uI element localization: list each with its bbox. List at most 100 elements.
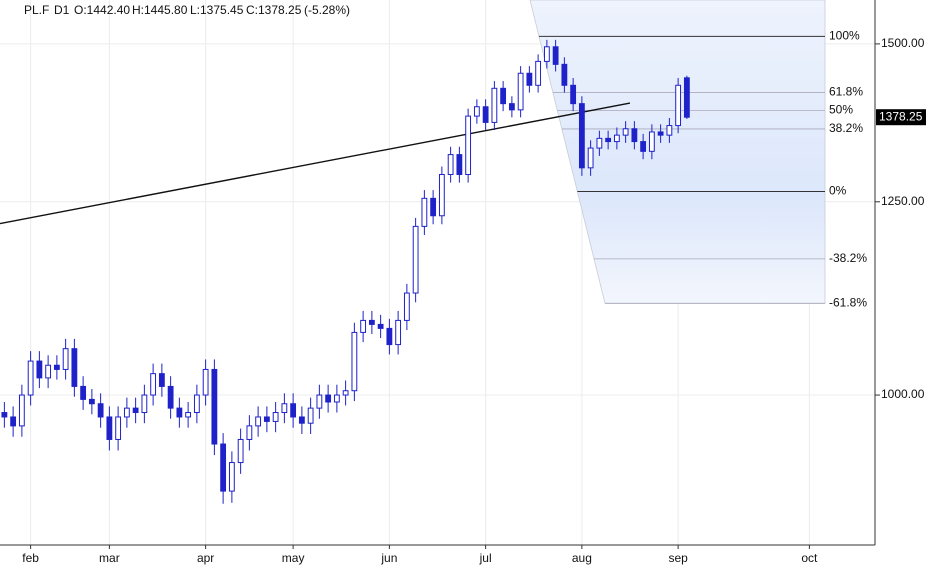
candle-body <box>596 137 603 149</box>
y-tick-label: 1500.00 <box>881 36 925 50</box>
candle-body <box>386 327 393 346</box>
y-tick-label: 1250.00 <box>881 194 925 208</box>
candle-body <box>115 416 122 440</box>
candle-body <box>430 197 437 217</box>
header-low: L:1375.45 <box>190 3 244 17</box>
candle-body <box>62 348 69 370</box>
candle-body <box>88 398 95 405</box>
candle-body <box>683 77 690 118</box>
candle-body <box>106 416 113 440</box>
candle-body <box>10 416 17 427</box>
trendline <box>0 102 631 225</box>
candle-body <box>246 425 253 440</box>
background-layer <box>0 0 875 545</box>
candle-body <box>290 403 297 418</box>
header-timeframe: D1 <box>54 3 70 17</box>
candle-body <box>316 394 323 409</box>
x-tick-label: feb <box>22 551 39 565</box>
candle-body <box>307 407 314 424</box>
candle-body <box>631 128 638 143</box>
candle-body <box>150 373 157 396</box>
candle-body <box>500 87 507 105</box>
candle-body <box>368 319 375 325</box>
fib-label: 38.2% <box>829 121 863 135</box>
candle-body <box>281 403 288 414</box>
price-tag-bg <box>876 109 926 126</box>
x-tick-label: oct <box>801 551 818 565</box>
candle-body <box>228 462 235 492</box>
header-symbol: PL.F <box>24 3 49 17</box>
candle-body <box>675 84 682 127</box>
y-tick-label: 1000.00 <box>881 387 925 401</box>
x-tick-label: may <box>282 551 305 565</box>
x-tick-label: sep <box>668 551 688 565</box>
candle-body <box>27 360 34 396</box>
candle-body <box>605 137 612 143</box>
candle-body <box>491 87 498 123</box>
candle-body <box>45 364 52 379</box>
candle-body <box>517 72 524 111</box>
header-close: C:1378.25 <box>246 3 302 17</box>
candle-body <box>587 147 594 169</box>
x-tick-label: jul <box>479 551 492 565</box>
candle-body <box>18 394 25 427</box>
candle-body <box>552 46 559 65</box>
candle-body <box>578 103 585 169</box>
candle-body <box>272 412 279 422</box>
fib-label: -38.2% <box>829 251 867 265</box>
candle-body <box>412 225 419 294</box>
candle-body <box>465 115 472 176</box>
x-tick-label: mar <box>99 551 120 565</box>
header-change: (-5.28%) <box>304 3 350 17</box>
fib-label: 61.8% <box>829 85 863 99</box>
candle-body <box>421 197 428 227</box>
candle-body <box>141 394 148 414</box>
candle-body <box>640 141 647 152</box>
fib-label: 50% <box>829 103 853 117</box>
candle-body <box>648 131 655 152</box>
candle-body <box>255 416 262 427</box>
candle-body <box>351 331 358 392</box>
candle-body <box>158 373 165 387</box>
candle-body <box>167 385 174 409</box>
candle-body <box>97 403 104 418</box>
candle-body <box>570 84 577 105</box>
candle-body <box>395 319 402 346</box>
candle-body <box>403 292 410 321</box>
fib-label: -61.8% <box>829 295 867 309</box>
candle-body <box>447 154 454 176</box>
candle-body <box>220 443 227 492</box>
candle-body <box>377 323 384 329</box>
candle-body <box>473 106 480 117</box>
x-tick-label: aug <box>572 551 592 565</box>
candle-body <box>333 394 340 403</box>
candle-body <box>211 368 218 445</box>
candle-body <box>132 407 139 414</box>
x-tick-label: jun <box>380 551 397 565</box>
candle-body <box>482 106 489 123</box>
candle-body <box>237 438 244 464</box>
header-open: O:1442.40 <box>74 3 130 17</box>
candle-body <box>535 60 542 86</box>
candle-body <box>185 412 192 418</box>
candle-body <box>666 125 673 136</box>
candle-body <box>202 368 209 396</box>
candle-body <box>526 72 533 86</box>
candle-body <box>657 131 664 136</box>
candle-body <box>1 412 8 418</box>
candle-body <box>53 364 60 370</box>
header-high: H:1445.80 <box>132 3 188 17</box>
fib-label: 0% <box>829 184 847 198</box>
candle-body <box>71 348 78 387</box>
candle-body <box>298 416 305 424</box>
candle-body <box>176 407 183 418</box>
candle-body <box>508 103 515 111</box>
x-tick-label: apr <box>197 551 214 565</box>
candle-body <box>456 154 463 176</box>
candle-body <box>543 46 550 62</box>
fib-zone <box>529 0 826 304</box>
price-tag: 1378.25 <box>879 109 923 123</box>
candle-body <box>622 128 629 136</box>
candle-body <box>613 134 620 143</box>
